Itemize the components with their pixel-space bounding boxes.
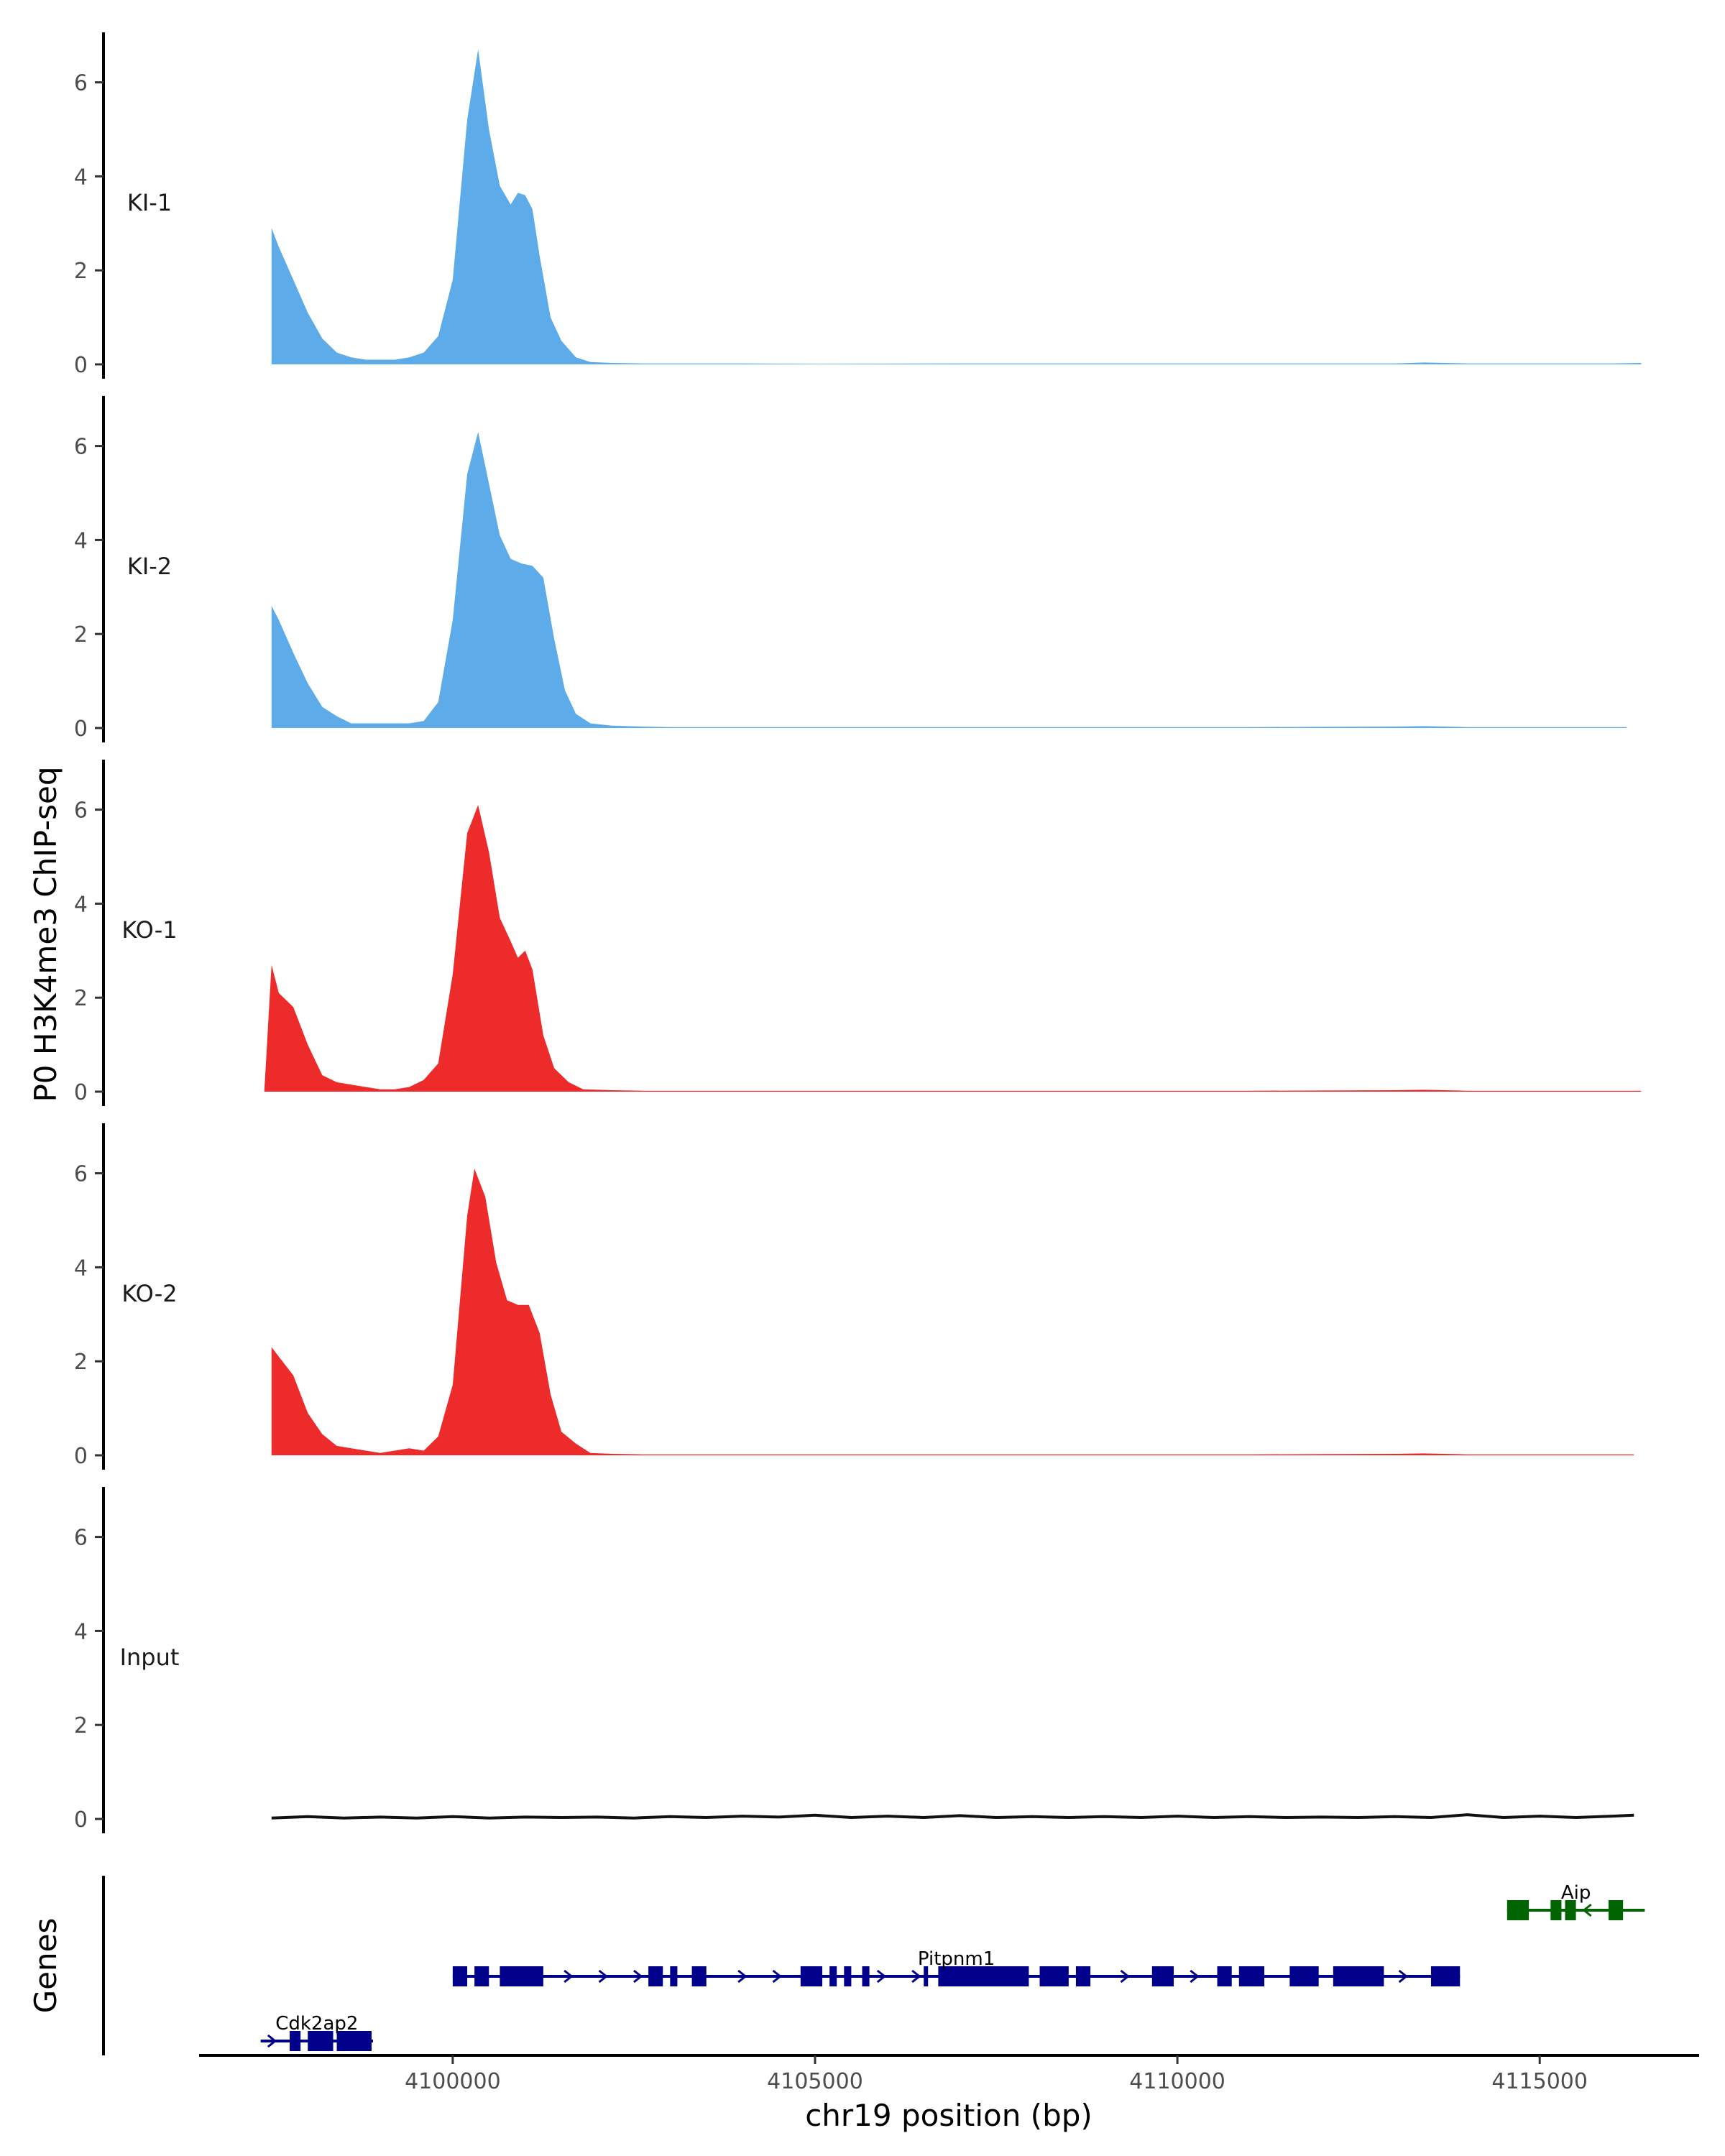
y-tick-label-ki-2-0: 0 [74, 717, 88, 742]
exon-pitpnm1-5 [670, 1966, 678, 1986]
x-axis: 4100000 4105000 4110000 4115000 [199, 2054, 1699, 2094]
exon-cdk2ap2-1 [290, 2031, 301, 2051]
y-tick-label-ki-1-2: 2 [74, 259, 88, 284]
strand-arrow-aip [1582, 1903, 1592, 1917]
track-input: 0 2 4 6 Input [74, 1487, 1634, 1833]
exon-pitpnm1-7 [800, 1966, 823, 1986]
y-axis-title: P0 H3K4me3 ChIP-seq [28, 766, 63, 1102]
x-tick-label-4115000: 4115000 [1491, 2069, 1588, 2094]
y-tick-label-ko-2-6: 6 [74, 1162, 88, 1187]
gene-track: Cdk2ap2 Pitpnm1 Aip [102, 1876, 1645, 2055]
gene-label-cdk2ap2: Cdk2ap2 [275, 2013, 358, 2035]
coverage-tracks: 0 2 4 6 KI-1 0 2 4 6 KI-2 0 2 4 6 KO-1 0 2 4 6 KO-2 0 2 4 6 Inpu… [74, 32, 1642, 1833]
track-label-ko-2: KO-2 [121, 1280, 177, 1307]
exon-pitpnm1-1 [452, 1966, 468, 1986]
y-tick-label-input-0: 0 [74, 1807, 88, 1833]
series-line-input [271, 1813, 1634, 1820]
y-tick-label-ko-1-0: 0 [74, 1080, 88, 1105]
series-area-ki-1 [271, 49, 1642, 365]
track-label-ko-1: KO-1 [121, 916, 177, 944]
gene-label-pitpnm1: Pitpnm1 [918, 1948, 995, 1970]
strand-arrow-pitpnm1 [1190, 1969, 1200, 1984]
x-axis-title: chr19 position (bp) [805, 2098, 1092, 2133]
exon-pitpnm1-18 [1289, 1966, 1319, 1986]
gene-pitpnm1: Pitpnm1 [452, 1948, 1460, 1986]
y-tick-label-ki-2-6: 6 [74, 435, 88, 460]
track-label-ki-1: KI-1 [127, 189, 172, 216]
strand-arrow-pitpnm1 [633, 1969, 643, 1984]
exon-aip-3 [1565, 1900, 1576, 1920]
exon-aip-2 [1550, 1900, 1562, 1920]
y-tick-label-ko-1-6: 6 [74, 798, 88, 824]
gene-cdk2ap2: Cdk2ap2 [260, 2013, 373, 2051]
x-tick-label-4100000: 4100000 [405, 2069, 501, 2094]
exon-aip-4 [1608, 1900, 1624, 1920]
exon-pitpnm1-9 [844, 1966, 852, 1986]
track-ki-1: 0 2 4 6 KI-1 [74, 32, 1642, 379]
strand-arrow-pitpnm1 [772, 1969, 782, 1984]
gene-label-aip: Aip [1561, 1882, 1591, 1904]
strand-arrow-pitpnm1 [1120, 1969, 1130, 1984]
gene-aip: Aip [1506, 1882, 1645, 1920]
strand-arrow-pitpnm1 [564, 1969, 574, 1984]
exon-pitpnm1-16 [1217, 1966, 1232, 1986]
strand-arrow-pitpnm1 [876, 1969, 887, 1984]
strand-arrow-cdk2ap2 [267, 2034, 277, 2048]
y-tick-label-ko-2-0: 0 [74, 1444, 88, 1469]
y-tick-label-ko-1-2: 2 [74, 986, 88, 1011]
track-ko-1: 0 2 4 6 KO-1 [74, 760, 1642, 1106]
exon-pitpnm1-11 [924, 1966, 929, 1986]
strand-arrow-pitpnm1 [598, 1969, 608, 1984]
y-tick-label-input-4: 4 [74, 1619, 88, 1644]
series-area-ki-2 [271, 432, 1627, 728]
exon-pitpnm1-8 [829, 1966, 837, 1986]
y-tick-label-input-2: 2 [74, 1713, 88, 1738]
strand-arrow-pitpnm1 [911, 1969, 921, 1984]
gene-track-title: Genes [28, 1918, 63, 2014]
y-tick-label-input-6: 6 [74, 1526, 88, 1551]
exon-pitpnm1-6 [691, 1966, 707, 1986]
exon-cdk2ap2-2 [308, 2031, 334, 2051]
y-tick-label-ko-2-2: 2 [74, 1350, 88, 1375]
exon-pitpnm1-19 [1333, 1966, 1384, 1986]
exon-pitpnm1-17 [1238, 1966, 1265, 1986]
y-tick-label-ki-2-2: 2 [74, 622, 88, 648]
y-tick-label-ki-1-6: 6 [74, 71, 88, 96]
exon-pitpnm1-12 [938, 1966, 1029, 1986]
exon-pitpnm1-3 [500, 1966, 543, 1986]
exon-cdk2ap2-3 [336, 2031, 372, 2051]
track-label-ki-2: KI-2 [127, 553, 172, 580]
x-tick-label-4105000: 4105000 [767, 2069, 863, 2094]
series-area-ko-2 [271, 1169, 1634, 1455]
exon-pitpnm1-10 [862, 1966, 870, 1986]
series-area-ko-1 [264, 805, 1642, 1092]
strand-arrow-pitpnm1 [1398, 1969, 1409, 1984]
y-tick-label-ko-1-4: 4 [74, 892, 88, 917]
exon-pitpnm1-13 [1039, 1966, 1069, 1986]
y-tick-label-ki-2-4: 4 [74, 528, 88, 553]
track-label-input: Input [120, 1644, 180, 1671]
exon-pitpnm1-2 [474, 1966, 489, 1986]
y-tick-label-ko-2-4: 4 [74, 1256, 88, 1281]
strand-arrow-pitpnm1 [737, 1969, 748, 1984]
track-ko-2: 0 2 4 6 KO-2 [74, 1123, 1634, 1470]
exon-pitpnm1-20 [1430, 1966, 1460, 1986]
exon-pitpnm1-4 [648, 1966, 663, 1986]
exon-pitpnm1-15 [1151, 1966, 1174, 1986]
x-tick-label-4110000: 4110000 [1129, 2069, 1225, 2094]
y-tick-label-ki-1-4: 4 [74, 165, 88, 190]
exon-aip-1 [1506, 1900, 1530, 1920]
track-ki-2: 0 2 4 6 KI-2 [74, 396, 1627, 742]
exon-pitpnm1-14 [1075, 1966, 1091, 1986]
y-tick-label-ki-1-0: 0 [74, 353, 88, 378]
